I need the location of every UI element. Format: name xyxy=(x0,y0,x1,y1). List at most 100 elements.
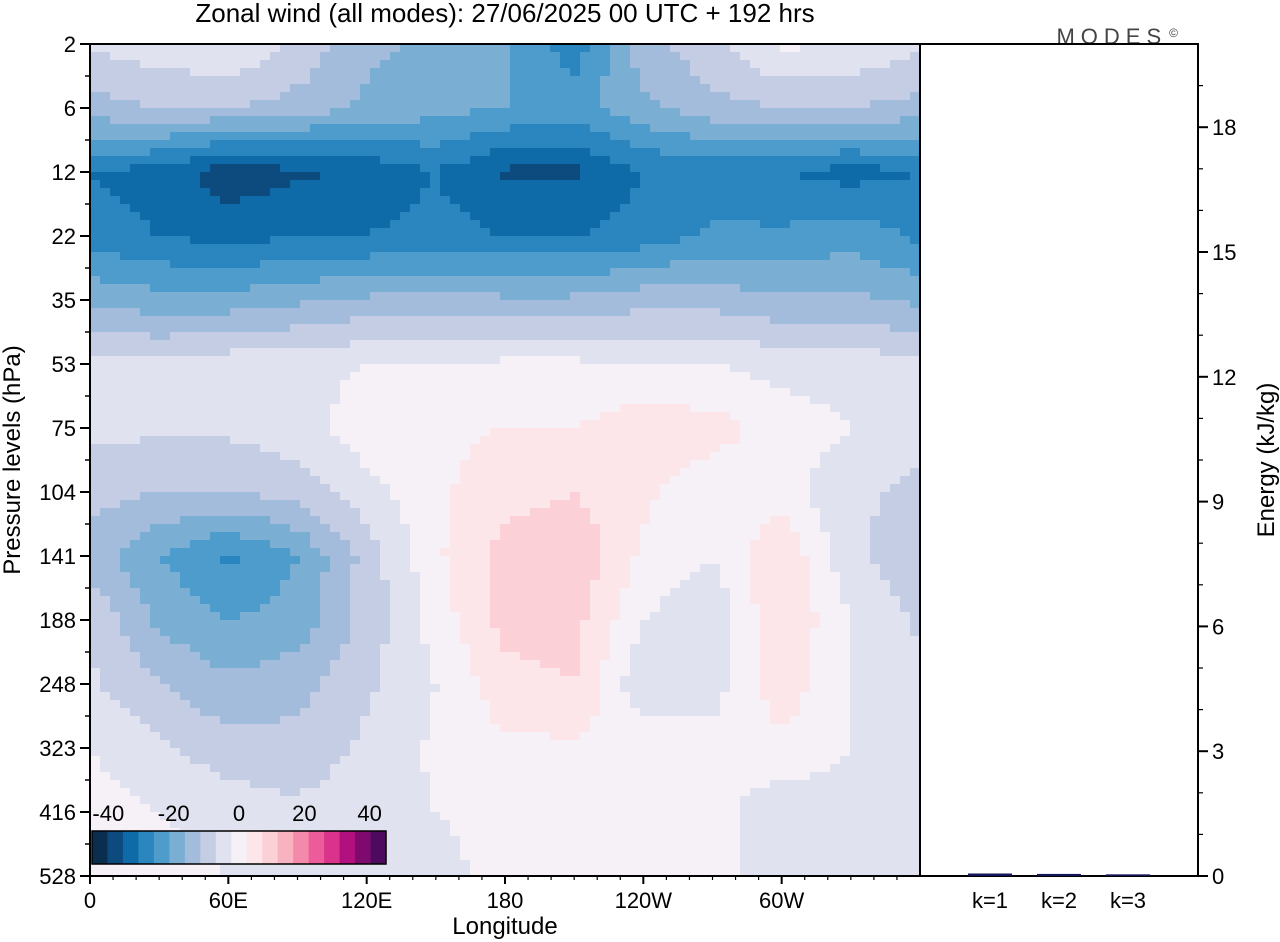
y-tick-label: 323 xyxy=(39,736,76,761)
colorbar-swatch xyxy=(138,831,155,864)
wind-cell xyxy=(590,508,651,517)
wind-cell xyxy=(440,684,481,693)
wind-cell xyxy=(800,708,851,717)
wind-cell xyxy=(430,660,471,669)
wind-cell xyxy=(240,532,311,541)
wind-cell xyxy=(150,604,211,613)
wind-cell xyxy=(740,436,841,445)
wind-cell xyxy=(350,540,381,549)
wind-cell xyxy=(600,708,641,717)
wind-cell xyxy=(210,532,241,541)
wind-cell xyxy=(210,116,421,125)
colorbar-label: -40 xyxy=(92,801,124,826)
wind-cell xyxy=(90,292,371,301)
wind-cell xyxy=(600,572,631,581)
wind-cell xyxy=(600,100,661,109)
wind-cell xyxy=(390,628,421,637)
wind-cell xyxy=(450,524,501,533)
x-tick-label: 60W xyxy=(759,888,804,913)
wind-cell xyxy=(310,636,351,645)
wind-cell xyxy=(310,700,371,709)
wind-cell xyxy=(850,748,920,757)
wind-cell xyxy=(170,260,261,269)
wind-cell xyxy=(90,588,101,597)
wind-cell xyxy=(550,44,591,53)
wind-cell xyxy=(790,220,881,229)
wind-cell xyxy=(90,364,361,373)
wind-cell xyxy=(110,52,271,61)
wind-cell xyxy=(200,596,271,605)
wind-cell xyxy=(580,636,611,645)
colorbar-swatch xyxy=(262,831,279,864)
wind-cell xyxy=(250,780,321,789)
wind-cell xyxy=(180,580,281,589)
wind-cell xyxy=(480,220,601,229)
wind-cell xyxy=(90,452,281,461)
wind-cell xyxy=(450,820,741,829)
wind-cell xyxy=(430,716,491,725)
wind-cell xyxy=(750,588,811,597)
wind-cell xyxy=(590,588,621,597)
wind-cell xyxy=(150,668,331,677)
x-tick-label: 180 xyxy=(487,888,524,913)
wind-cell xyxy=(460,620,491,629)
wind-cell xyxy=(170,132,471,141)
wind-cell xyxy=(670,44,731,53)
wind-cell xyxy=(90,716,141,725)
wind-cell xyxy=(90,228,151,237)
wind-cell xyxy=(850,668,920,677)
wind-cell xyxy=(400,508,451,517)
wind-cell xyxy=(810,596,841,605)
wind-cell xyxy=(630,52,681,61)
wind-cell xyxy=(200,180,291,189)
wind-cell xyxy=(660,148,841,157)
wind-cell xyxy=(330,772,431,781)
wind-cell xyxy=(620,612,651,621)
colorbar-swatch xyxy=(246,831,263,864)
wind-cell xyxy=(600,660,631,669)
wind-cell xyxy=(430,652,471,661)
wind-cell xyxy=(430,724,501,733)
wind-cell xyxy=(810,556,831,565)
wind-cell xyxy=(330,564,351,573)
wind-cell xyxy=(850,620,911,629)
wind-cell xyxy=(770,708,801,717)
wind-cell xyxy=(730,644,761,653)
wind-cell xyxy=(380,676,431,685)
wind-cell xyxy=(400,44,511,53)
wind-cell xyxy=(170,564,291,573)
wind-cell xyxy=(670,476,811,485)
wind-cell xyxy=(760,604,811,613)
wind-cell xyxy=(130,636,171,645)
wind-cell xyxy=(490,700,601,709)
wind-cell xyxy=(850,660,920,669)
wind-cell xyxy=(850,676,920,685)
wind-cell xyxy=(90,116,111,125)
wind-cell xyxy=(810,772,920,781)
wind-cell xyxy=(450,604,491,613)
wind-cell xyxy=(510,92,601,101)
wind-cell xyxy=(740,796,920,805)
wind-cell xyxy=(620,204,920,213)
wind-cell xyxy=(140,492,261,501)
wind-cell xyxy=(170,740,351,749)
wind-cell xyxy=(730,588,751,597)
wind-cell xyxy=(740,284,920,293)
wind-cell xyxy=(580,668,601,677)
wind-cell xyxy=(90,300,301,309)
wind-cell xyxy=(640,172,801,181)
wind-cell xyxy=(800,44,920,53)
wind-cell xyxy=(770,700,801,709)
wind-cell xyxy=(350,444,471,453)
wind-cell xyxy=(660,492,811,501)
wind-cell xyxy=(300,788,431,797)
wind-cell xyxy=(850,684,920,693)
wind-cell xyxy=(580,492,661,501)
wind-cell xyxy=(600,220,711,229)
wind-cell xyxy=(770,380,920,389)
wind-cell xyxy=(700,228,901,237)
wind-cell xyxy=(430,668,471,677)
wind-cell xyxy=(350,596,391,605)
wind-cell xyxy=(620,684,731,693)
wind-cell xyxy=(420,196,451,205)
